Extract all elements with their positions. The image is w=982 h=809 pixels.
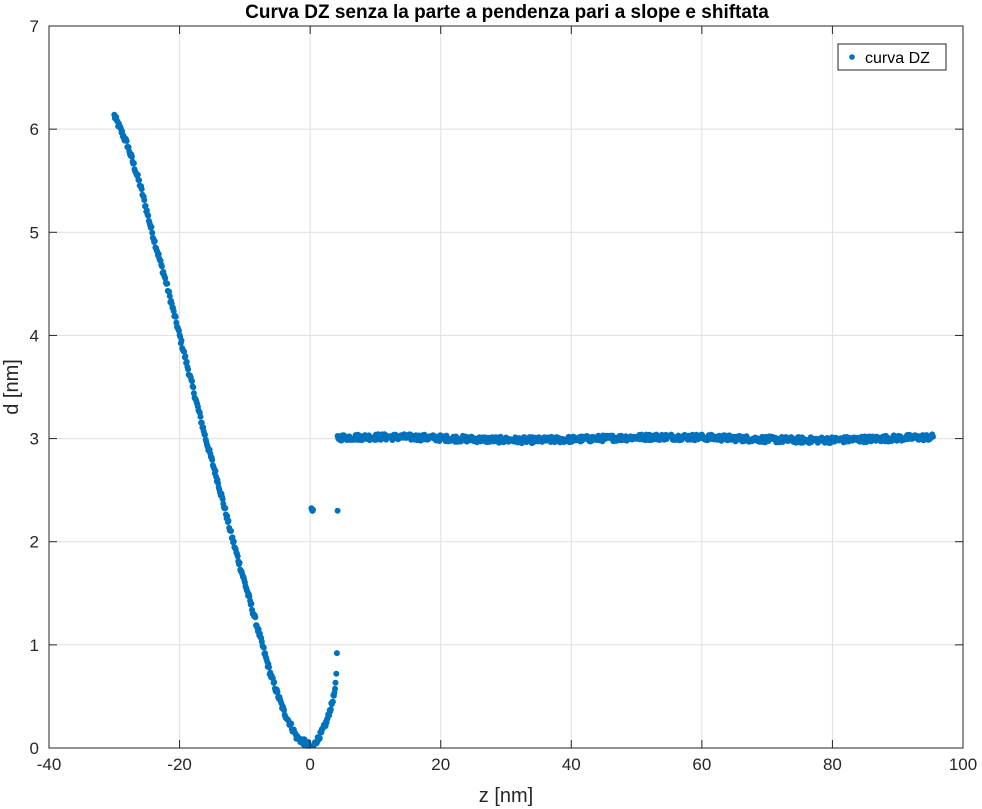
data-point	[271, 679, 278, 686]
x-tick-label: 80	[823, 755, 842, 774]
legend-box	[837, 43, 947, 71]
x-tick-label: 0	[305, 755, 314, 774]
data-point	[151, 238, 158, 245]
data-point	[281, 707, 287, 714]
data-point	[260, 644, 267, 651]
data-point	[327, 706, 334, 713]
data-point	[222, 505, 229, 512]
data-point	[236, 559, 243, 566]
x-tick-label: -40	[37, 755, 62, 774]
data-point	[123, 138, 130, 144]
data-point	[930, 433, 936, 440]
data-point	[316, 734, 323, 741]
x-tick-label: -20	[167, 755, 192, 774]
data-point	[178, 337, 185, 344]
data-point	[198, 419, 205, 426]
data-point	[136, 177, 143, 184]
data-point	[185, 366, 192, 373]
data-point	[225, 517, 232, 524]
x-tick-label: 100	[949, 755, 977, 774]
data-point	[148, 224, 155, 230]
data-point	[288, 720, 295, 727]
data-point	[175, 327, 182, 334]
x-tick-label: 40	[562, 755, 581, 774]
y-axis-label: d [nm]	[1, 359, 23, 415]
data-point	[212, 468, 219, 474]
legend-label: curva DZ	[865, 50, 930, 67]
data-point	[189, 378, 195, 385]
data-point	[134, 171, 141, 178]
data-point	[170, 308, 177, 315]
data-point	[128, 153, 135, 160]
data-point	[252, 614, 259, 621]
data-points	[111, 111, 936, 749]
y-tick-label: 1	[30, 636, 39, 655]
x-tick-label: 60	[692, 755, 711, 774]
data-point	[164, 280, 171, 287]
data-point	[334, 507, 341, 514]
data-point	[130, 160, 137, 167]
data-point	[155, 251, 162, 258]
data-point	[333, 670, 340, 677]
data-point	[197, 413, 204, 420]
data-point	[228, 528, 235, 534]
data-point	[266, 664, 272, 671]
tick-marks	[48, 25, 964, 749]
data-point	[332, 679, 339, 686]
data-point	[182, 353, 189, 360]
data-point	[141, 197, 148, 204]
x-axis-label: z [nm]	[479, 785, 533, 807]
data-point	[230, 538, 237, 545]
data-point	[332, 685, 338, 692]
y-tick-label: 2	[30, 533, 39, 552]
data-point	[209, 456, 216, 463]
data-point	[142, 202, 149, 209]
data-point	[149, 229, 156, 236]
y-tick-label: 7	[30, 17, 39, 36]
x-tick-label: 20	[431, 755, 450, 774]
y-tick-label: 4	[30, 326, 39, 345]
data-point	[145, 212, 152, 219]
y-tick-labels: 0 1 2 3 4 5 6 7	[30, 17, 39, 758]
y-tick-label: 5	[30, 223, 39, 242]
data-point	[173, 319, 180, 326]
data-point	[310, 506, 316, 513]
legend[interactable]: curva DZ	[837, 43, 947, 71]
chart-title: Curva DZ senza la parte a pendenza pari …	[245, 2, 769, 23]
legend-marker	[849, 54, 855, 60]
data-point	[138, 186, 145, 193]
data-point	[274, 689, 281, 695]
plot-frame	[48, 25, 964, 749]
data-point	[166, 288, 173, 295]
data-point	[190, 390, 197, 397]
data-point	[172, 313, 179, 320]
data-point	[143, 207, 150, 214]
data-point	[183, 358, 190, 365]
y-tick-label: 6	[30, 120, 39, 139]
data-point	[158, 263, 165, 270]
y-tick-label: 0	[30, 739, 39, 758]
grid	[49, 26, 963, 748]
data-point	[190, 384, 197, 391]
data-point	[234, 553, 241, 560]
data-point	[166, 293, 173, 300]
data-point	[202, 431, 208, 438]
data-point	[248, 600, 255, 607]
data-point	[329, 698, 336, 705]
data-point	[333, 650, 340, 657]
x-tick-labels: -40 -20 0 20 40 60 80 100	[37, 755, 977, 774]
data-point	[181, 348, 188, 355]
plot-area	[49, 26, 963, 748]
data-point	[219, 496, 226, 503]
data-point	[162, 275, 169, 282]
y-tick-label: 3	[30, 430, 39, 449]
data-point	[224, 513, 231, 520]
